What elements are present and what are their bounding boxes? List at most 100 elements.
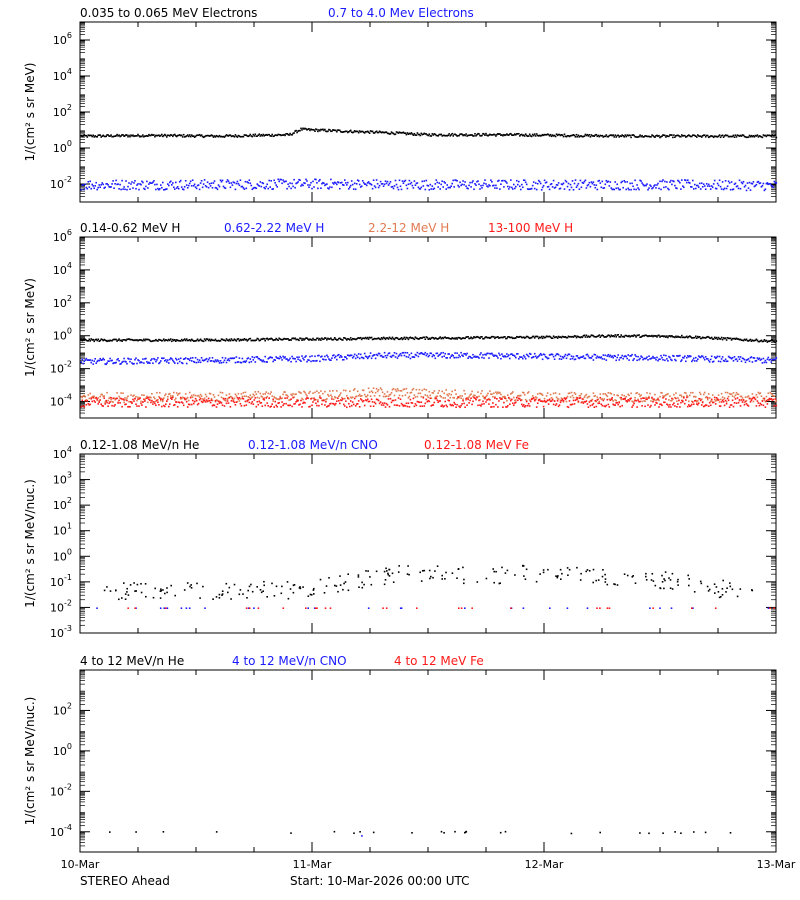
data-point bbox=[276, 405, 278, 408]
data-point bbox=[439, 395, 441, 397]
data-point bbox=[562, 400, 565, 402]
data-point bbox=[296, 400, 298, 402]
data-point bbox=[159, 391, 161, 394]
data-point bbox=[676, 400, 678, 402]
data-point bbox=[750, 340, 753, 342]
data-point bbox=[158, 188, 160, 191]
data-point bbox=[570, 186, 573, 189]
data-point bbox=[293, 337, 295, 340]
data-point bbox=[744, 184, 747, 187]
data-point bbox=[197, 361, 200, 363]
data-point bbox=[614, 399, 616, 401]
data-point bbox=[507, 405, 509, 407]
data-point bbox=[574, 335, 577, 337]
data-point bbox=[636, 406, 638, 408]
data-point bbox=[491, 181, 493, 183]
data-point bbox=[164, 394, 166, 397]
data-point bbox=[741, 134, 744, 136]
data-point bbox=[345, 337, 347, 340]
data-point bbox=[420, 132, 423, 135]
data-point bbox=[262, 590, 264, 592]
data-point bbox=[578, 357, 581, 360]
data-point bbox=[370, 336, 373, 339]
data-point bbox=[681, 395, 683, 398]
data-point bbox=[672, 180, 674, 182]
data-point bbox=[628, 134, 630, 136]
data-point bbox=[319, 178, 321, 181]
data-point bbox=[691, 186, 693, 188]
data-point bbox=[466, 135, 468, 137]
data-point bbox=[485, 395, 487, 398]
data-point bbox=[422, 353, 425, 355]
data-point bbox=[258, 133, 261, 135]
data-point bbox=[565, 400, 568, 403]
data-point bbox=[750, 356, 753, 358]
data-point bbox=[709, 188, 712, 190]
data-point bbox=[418, 388, 421, 391]
data-point bbox=[312, 337, 314, 340]
data-point bbox=[164, 405, 166, 408]
data-point bbox=[395, 336, 398, 339]
data-point bbox=[265, 338, 267, 340]
data-point bbox=[378, 394, 381, 397]
data-point bbox=[377, 399, 380, 402]
data-point bbox=[504, 397, 506, 399]
data-point bbox=[706, 397, 709, 399]
data-point bbox=[317, 399, 319, 401]
data-point bbox=[583, 180, 586, 183]
data-point bbox=[723, 404, 726, 407]
data-point bbox=[148, 183, 150, 185]
data-point bbox=[692, 359, 694, 361]
data-point bbox=[384, 180, 387, 182]
data-point bbox=[322, 181, 324, 184]
data-point bbox=[364, 355, 367, 358]
data-point bbox=[162, 339, 164, 342]
data-point bbox=[684, 402, 686, 405]
data-point bbox=[265, 185, 267, 188]
data-point bbox=[765, 339, 768, 342]
data-point bbox=[672, 336, 674, 338]
data-point bbox=[589, 136, 592, 138]
data-point bbox=[386, 391, 389, 393]
data-point bbox=[308, 359, 310, 362]
data-point bbox=[277, 339, 279, 341]
data-point bbox=[271, 403, 273, 405]
data-point bbox=[765, 182, 768, 185]
data-point bbox=[232, 400, 235, 403]
data-point bbox=[161, 357, 163, 359]
data-point bbox=[338, 395, 340, 397]
data-point bbox=[228, 182, 231, 184]
data-point bbox=[552, 403, 555, 406]
data-point bbox=[211, 404, 214, 407]
data-point bbox=[602, 335, 605, 337]
data-point bbox=[172, 135, 174, 138]
data-point bbox=[326, 398, 328, 400]
data-point bbox=[613, 404, 615, 406]
data-point bbox=[216, 403, 219, 405]
data-point bbox=[704, 396, 707, 399]
data-point bbox=[226, 398, 229, 400]
data-point bbox=[494, 397, 496, 399]
data-point bbox=[445, 389, 447, 391]
data-point bbox=[148, 338, 150, 341]
data-point bbox=[491, 335, 493, 338]
data-point bbox=[333, 129, 335, 131]
data-point bbox=[740, 395, 743, 398]
data-point bbox=[621, 335, 623, 338]
data-point bbox=[335, 338, 337, 341]
data-point bbox=[126, 338, 128, 341]
data-point bbox=[128, 405, 130, 408]
data-point bbox=[199, 393, 202, 396]
data-point bbox=[580, 135, 583, 137]
data-point bbox=[148, 361, 150, 364]
data-point bbox=[536, 393, 539, 395]
data-point bbox=[483, 182, 485, 185]
data-point bbox=[664, 395, 666, 397]
data-point bbox=[390, 186, 393, 188]
data-point bbox=[385, 182, 388, 185]
data-point bbox=[344, 179, 346, 181]
data-point bbox=[154, 135, 156, 138]
data-point bbox=[749, 189, 752, 191]
data-point bbox=[251, 590, 254, 593]
data-point bbox=[757, 340, 760, 343]
